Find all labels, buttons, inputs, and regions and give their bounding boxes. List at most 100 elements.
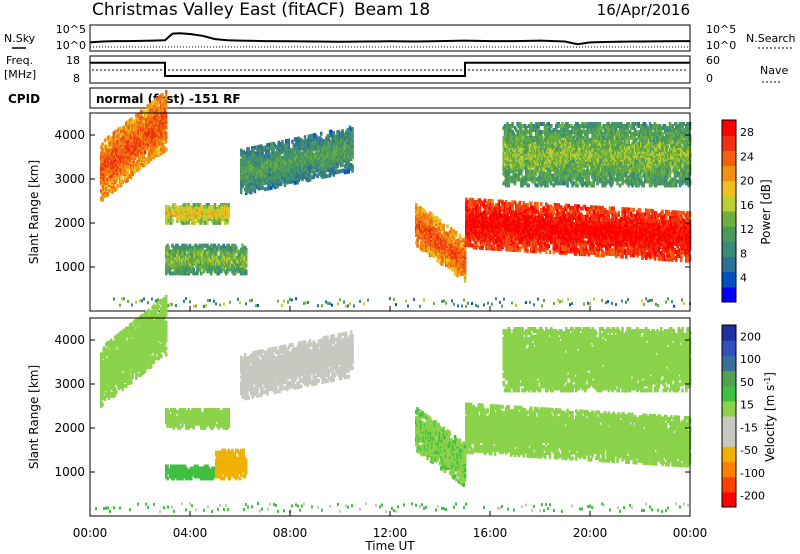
data-cell <box>120 137 123 142</box>
data-cell <box>351 137 354 141</box>
data-cell <box>242 150 245 155</box>
data-cell <box>176 206 179 211</box>
data-cell <box>233 253 237 258</box>
data-cell <box>167 205 170 209</box>
data-cell <box>351 144 354 149</box>
data-cell <box>233 243 237 248</box>
data-cell <box>330 129 333 134</box>
data-cell <box>171 205 174 209</box>
data-cell <box>340 149 343 154</box>
data-cell <box>456 273 459 278</box>
data-cell <box>168 271 172 276</box>
data-cell <box>142 153 145 158</box>
data-cell <box>291 165 294 170</box>
data-cell <box>316 168 319 173</box>
data-cell <box>161 148 164 153</box>
data-cell <box>295 137 298 141</box>
data-cell <box>303 135 307 140</box>
data-cell <box>252 148 255 152</box>
data-cell <box>192 267 195 272</box>
data-cell <box>330 167 333 172</box>
data-cell <box>115 135 118 140</box>
data-cell <box>191 249 194 254</box>
data-cell <box>125 131 128 136</box>
data-cell <box>236 267 239 272</box>
data-cell <box>115 179 118 183</box>
data-cell <box>271 169 274 174</box>
data-cell <box>221 205 224 209</box>
data-cell <box>263 187 267 192</box>
data-cell <box>287 138 290 143</box>
data-cell <box>158 142 162 147</box>
data-cell <box>125 125 128 130</box>
data-cell <box>306 174 309 179</box>
data-cell <box>107 163 110 168</box>
data-cell <box>231 243 234 248</box>
data-cell <box>320 131 323 136</box>
data-cell <box>188 249 192 254</box>
data-cell <box>132 119 135 124</box>
freq-label: Freq. <box>6 54 33 67</box>
data-cell <box>253 177 257 182</box>
data-cell <box>238 253 242 258</box>
data-cell <box>156 124 159 129</box>
data-cell <box>518 240 522 245</box>
data-cell <box>203 205 207 209</box>
nsearch-tick-bottom: 10^0 <box>706 39 736 52</box>
data-cell <box>315 142 318 147</box>
data-cell <box>417 218 420 223</box>
data-cell <box>482 242 485 247</box>
data-cell <box>100 167 103 172</box>
data-cell <box>278 180 282 185</box>
data-cell <box>278 148 282 153</box>
data-cell <box>102 147 105 152</box>
data-cell <box>340 163 343 168</box>
data-cell <box>133 170 137 175</box>
data-cell <box>530 201 533 206</box>
data-cell <box>522 201 525 205</box>
data-cell <box>420 246 423 251</box>
data-cell <box>115 151 118 156</box>
data-cell <box>310 175 313 180</box>
data-cell <box>107 159 110 164</box>
data-cell <box>272 147 275 152</box>
data-cell <box>121 172 124 177</box>
data-cell <box>133 166 137 171</box>
data-cell <box>281 171 284 176</box>
data-cell <box>251 146 254 151</box>
data-cell <box>340 131 343 136</box>
data-cell <box>291 139 294 144</box>
data-cell <box>343 132 347 137</box>
data-cell <box>483 198 487 203</box>
data-cell <box>112 165 115 170</box>
data-cell <box>218 245 222 250</box>
data-cell <box>181 205 184 209</box>
data-cell <box>218 205 222 209</box>
data-cell <box>137 157 140 162</box>
data-cell <box>422 212 425 217</box>
data-cell <box>240 148 243 153</box>
data-cell <box>241 247 244 252</box>
data-cell <box>350 157 353 162</box>
data-cell <box>266 186 269 191</box>
data-cell <box>237 249 240 254</box>
data-cell <box>221 216 224 221</box>
data-cell <box>203 267 207 272</box>
data-cell <box>107 141 110 146</box>
data-cell <box>268 152 272 157</box>
data-cell <box>293 180 297 185</box>
data-cell <box>213 216 217 221</box>
data-cell <box>486 242 489 247</box>
data-cell <box>302 143 305 148</box>
data-cell <box>110 184 113 189</box>
data-cell <box>198 265 202 270</box>
data-cell <box>176 243 179 248</box>
data-cell <box>147 149 150 154</box>
data-cell <box>167 218 170 223</box>
data-cell <box>120 171 123 176</box>
nave-tick-bottom: 0 <box>706 72 713 85</box>
data-cell <box>115 129 118 134</box>
data-cell <box>423 209 427 214</box>
data-cell <box>266 143 269 148</box>
data-cell <box>145 131 148 136</box>
